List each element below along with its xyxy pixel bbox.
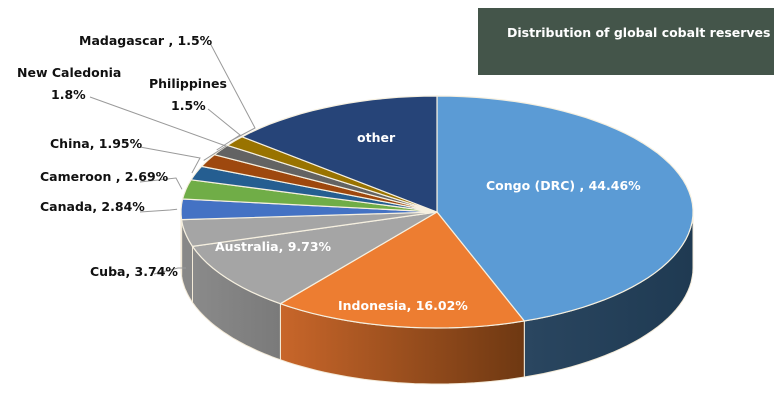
pie-slices — [180, 95, 694, 329]
slice-congo-drc- — [436, 95, 694, 322]
leader-canada — [139, 208, 178, 213]
label-cameroon: Cameroon , 2.69% — [40, 169, 169, 184]
leader-lines — [89, 42, 256, 275]
label-cuba: Cuba, 3.74% — [90, 264, 178, 279]
label-new-caledonia-name: New Caledonia — [17, 65, 122, 80]
label-madagascar: Madagascar , 1.5% — [79, 33, 213, 48]
pie-side-walls — [180, 211, 694, 385]
leader-madagascar — [209, 42, 256, 142]
leader-philippines — [207, 108, 241, 151]
label-canada: Canada, 2.84% — [40, 199, 145, 214]
label-other: other — [357, 130, 396, 145]
leader-new-caledonia — [89, 96, 228, 161]
leader-cuba — [153, 267, 186, 275]
leader-cameroon — [139, 177, 183, 190]
slice-other — [240, 95, 438, 213]
label-indonesia: Indonesia, 16.02% — [338, 298, 468, 313]
label-new-caledonia-value: 1.8% — [51, 87, 86, 102]
label-china: China, 1.95% — [50, 136, 143, 151]
label-philippines-name: Philippines — [149, 76, 227, 91]
leader-china — [139, 146, 201, 174]
label-philippines-value: 1.5% — [171, 98, 206, 113]
slice-australia — [191, 211, 438, 305]
label-australia: Australia, 9.73% — [215, 239, 332, 254]
slice-indonesia — [278, 211, 526, 329]
slice-cuba — [180, 211, 438, 248]
label-congo: Congo (DRC) , 44.46% — [486, 178, 641, 193]
chart-title-box: Distribution of global cobalt reserves — [478, 8, 774, 75]
chart-title: Distribution of global cobalt reserves — [507, 25, 771, 40]
